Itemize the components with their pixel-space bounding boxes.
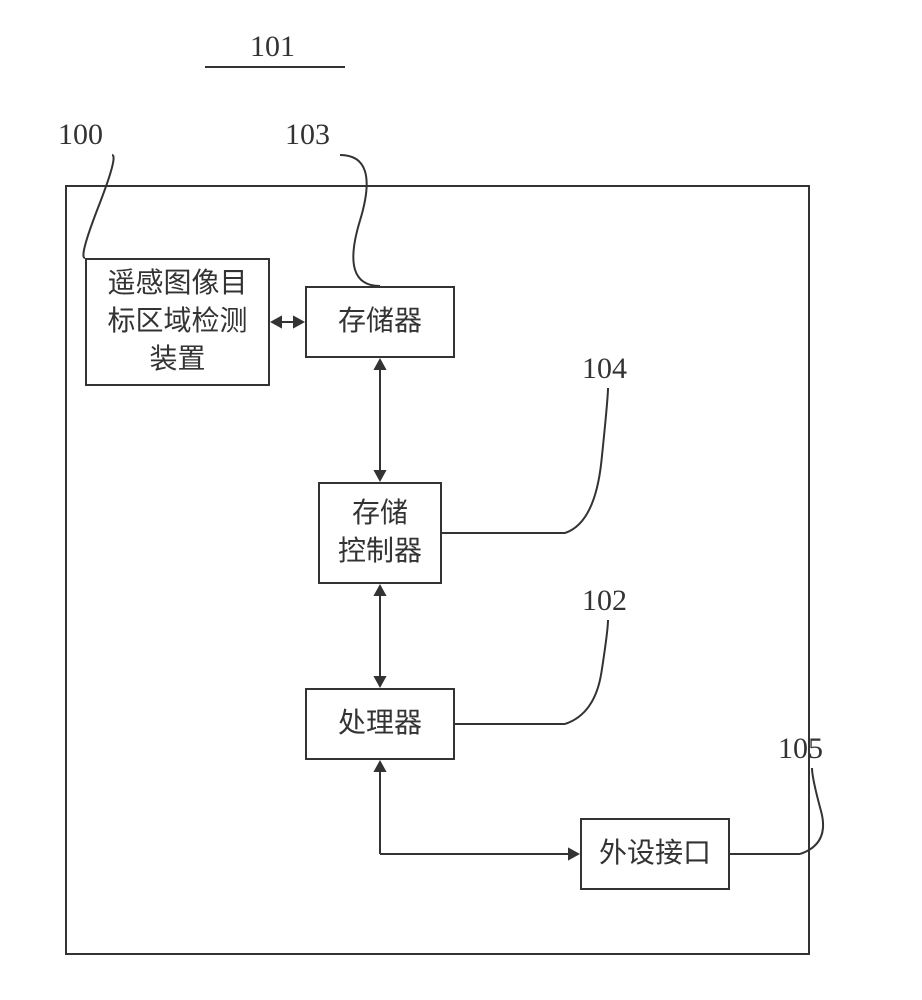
callout-102-label: 102: [582, 584, 627, 618]
node-peripheral: 外设接口: [580, 818, 730, 890]
node-detector: 遥感图像目 标区域检测 装置: [85, 258, 270, 386]
callout-103-label: 103: [285, 118, 330, 152]
node-processor: 处理器: [305, 688, 455, 760]
top-ref-label: 101: [250, 30, 295, 64]
callout-104-label: 104: [582, 352, 627, 386]
top-ref-underline: [205, 66, 345, 68]
callout-105-label: 105: [778, 732, 823, 766]
node-memctrl: 存储 控制器: [318, 482, 442, 584]
node-memory: 存储器: [305, 286, 455, 358]
callout-100-label: 100: [58, 118, 103, 152]
diagram-canvas: 101 遥感图像目 标区域检测 装置 存储器 存储 控制器 处理器 外设接口 1…: [0, 0, 922, 1000]
